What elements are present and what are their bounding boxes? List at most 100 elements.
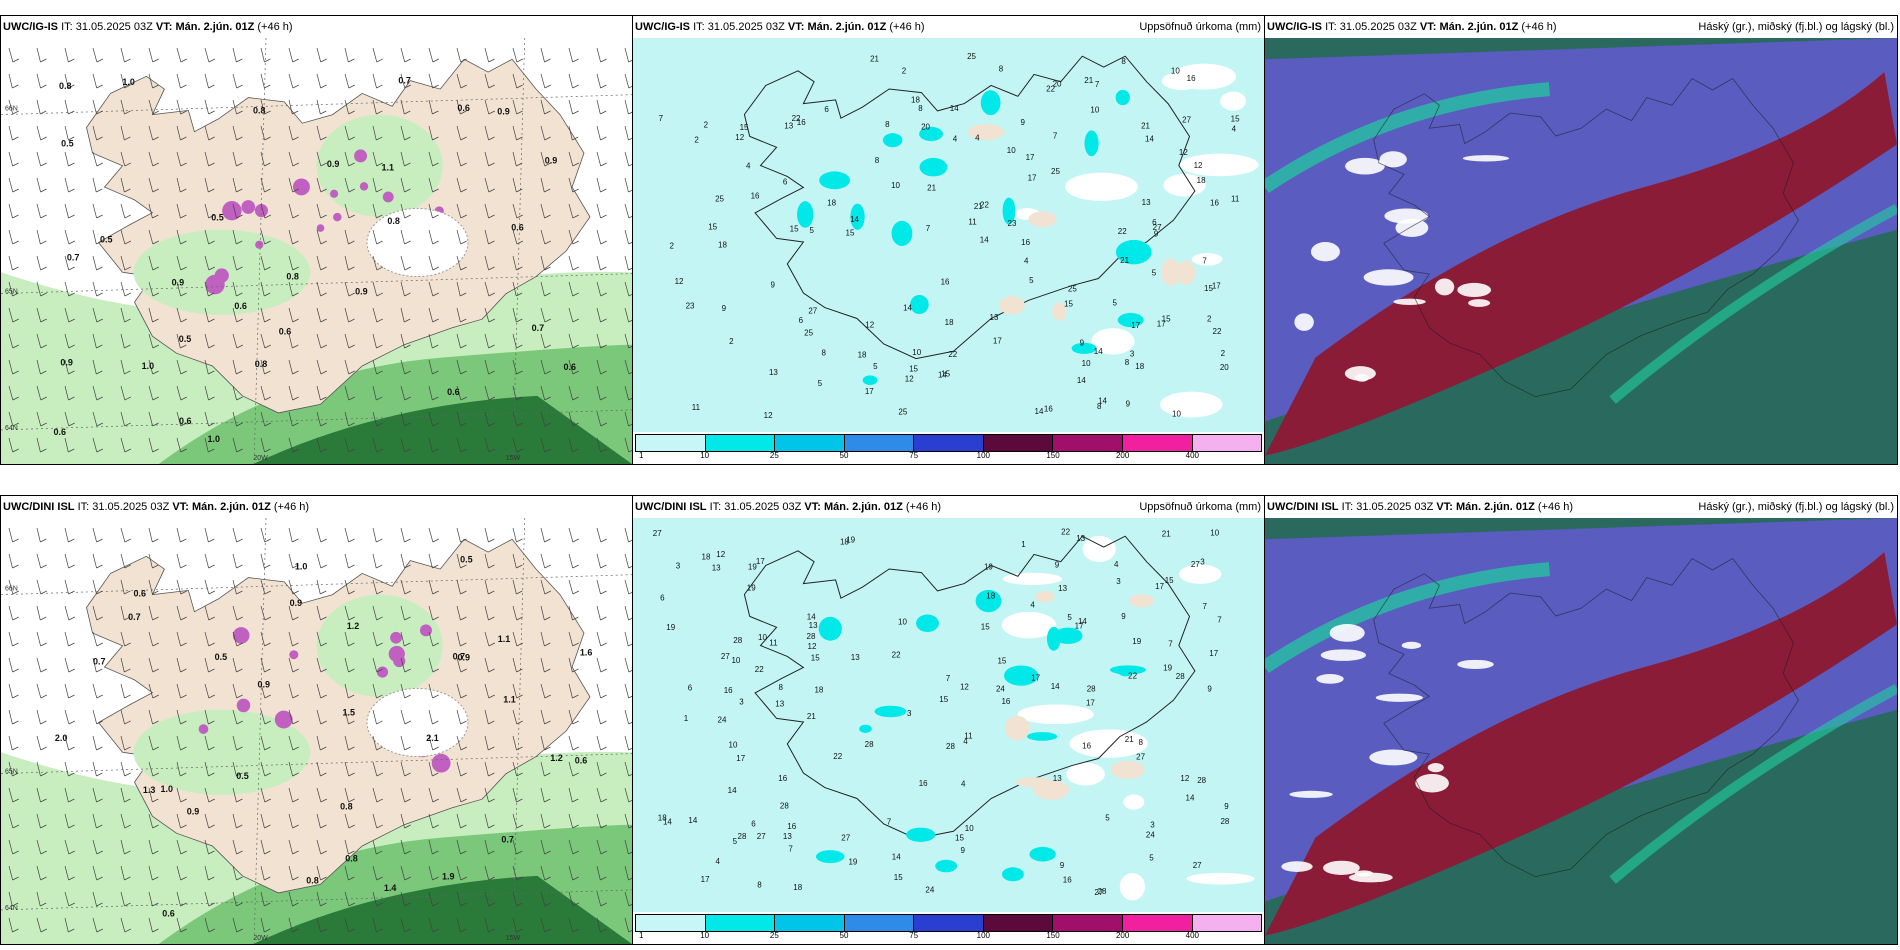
no-precip-area — [1179, 564, 1222, 584]
wind-barb — [568, 385, 573, 401]
precip-map-panel-bottom: UWC/DINI ISL IT: 31.05.2025 03Z VT: Mán.… — [632, 495, 1265, 945]
wind-barb — [236, 824, 243, 829]
wind-barb — [176, 761, 181, 777]
precip-value-label: 24 — [925, 885, 934, 894]
wind-barb — [516, 642, 523, 647]
wind-barb — [152, 928, 159, 933]
wind-barb — [236, 318, 243, 323]
wind-barb — [512, 307, 517, 323]
wind-barb — [124, 240, 132, 245]
wind-barb — [568, 47, 573, 63]
wind-barb — [120, 307, 125, 323]
wind-barb — [516, 318, 523, 323]
precip-value-label: 4 — [1114, 560, 1119, 569]
wind-barb — [460, 928, 467, 933]
wind-barb — [180, 538, 187, 543]
wind-barb — [628, 617, 632, 621]
vt-value: Mán. 2.jún. 01Z — [807, 21, 887, 33]
wind-barb — [264, 798, 271, 803]
precip-cell — [850, 203, 865, 230]
wind-barb — [36, 229, 41, 245]
wind-barb — [432, 136, 439, 141]
wind-map-panel-top: UWC/IG-IS IT: 31.05.2025 03Z VT: Mán. 2.… — [0, 15, 633, 465]
wind-barb — [488, 162, 495, 167]
wind-barb — [376, 668, 383, 673]
wind-barb — [64, 229, 70, 245]
wind-barb — [36, 281, 41, 297]
wind-barb — [124, 850, 131, 855]
wind-barb — [488, 850, 495, 855]
wind-barb — [348, 694, 355, 699]
precip-cell — [919, 126, 943, 142]
wind-barb — [176, 437, 182, 453]
wind-barb — [348, 850, 355, 855]
wind-barb — [600, 292, 607, 297]
wind-barb — [204, 657, 209, 673]
precip-value-label: 20 — [1053, 79, 1062, 88]
wind-barb — [36, 579, 42, 595]
wind-barb — [288, 255, 294, 271]
lead-time: (+46 h) — [257, 21, 293, 33]
precip-value-label: 8 — [885, 120, 890, 129]
wind-barb — [628, 826, 632, 829]
wind-barb — [68, 214, 75, 219]
wind-barb — [568, 553, 574, 569]
wind-barb — [176, 177, 181, 193]
wind-barb — [92, 605, 98, 621]
wind-barb — [64, 47, 69, 63]
wind-barb — [544, 344, 551, 349]
wind-barb — [260, 553, 265, 569]
precip-value-label: 22 — [948, 350, 957, 359]
wind-barb — [628, 904, 632, 907]
wind-barb — [428, 527, 434, 543]
wind-barb — [428, 605, 433, 621]
wind-barb — [316, 437, 321, 453]
precip-value-label: 17 — [865, 387, 874, 396]
precip-value-label: 2 — [704, 121, 709, 130]
wind-barb — [148, 605, 153, 621]
wind-barb — [204, 761, 209, 777]
wind-barb — [204, 385, 209, 401]
wind-barb — [372, 411, 378, 427]
colorbar-labels: 1 10 25 50 75 100 150 200 400 — [635, 451, 1262, 463]
wind-barb — [404, 58, 411, 63]
panel-header: UWC/DINI ISL IT: 31.05.2025 03Z VT: Mán.… — [1265, 496, 1897, 518]
wind-barb — [624, 761, 630, 777]
wind-barb — [264, 694, 271, 699]
model-name: UWC/DINI ISL — [1267, 501, 1339, 513]
model-name: UWC/IG-IS — [3, 21, 58, 33]
wind-barb — [236, 850, 243, 855]
wind-barb — [124, 448, 131, 453]
wind-barb — [540, 605, 545, 621]
wind-barb — [544, 772, 551, 777]
wind-barb — [68, 266, 75, 271]
wind-barb — [320, 58, 327, 63]
wind-barb — [180, 58, 188, 63]
wind-barb — [180, 616, 187, 621]
wind-barb — [404, 448, 411, 453]
vt-value: Mán. 2.jún. 01Z — [1455, 501, 1535, 513]
precip-value-label: 18 — [827, 199, 836, 208]
wind-barb — [8, 359, 13, 375]
clear-sky-patch — [1281, 861, 1313, 872]
wind-barb — [596, 151, 602, 167]
no-precip-area — [1172, 63, 1237, 90]
wind-barb — [628, 695, 632, 699]
wind-barb — [404, 84, 411, 89]
precip-value-label: 27 — [1193, 861, 1202, 870]
wind-barb — [36, 125, 42, 141]
wind-barb — [544, 720, 551, 725]
dry-land — [1052, 302, 1067, 322]
wind-barb — [320, 110, 327, 115]
wind-barb — [428, 891, 433, 907]
wind-barb — [344, 385, 350, 401]
wind-barb — [180, 110, 187, 115]
wind-barb — [512, 203, 518, 219]
wind-barb — [232, 99, 237, 115]
wind-barb — [572, 292, 579, 297]
wind-barb — [316, 839, 322, 855]
wind-barb — [68, 590, 75, 595]
precip-value-label: 3 — [676, 561, 681, 570]
precip-value-label: 10 — [912, 348, 921, 357]
